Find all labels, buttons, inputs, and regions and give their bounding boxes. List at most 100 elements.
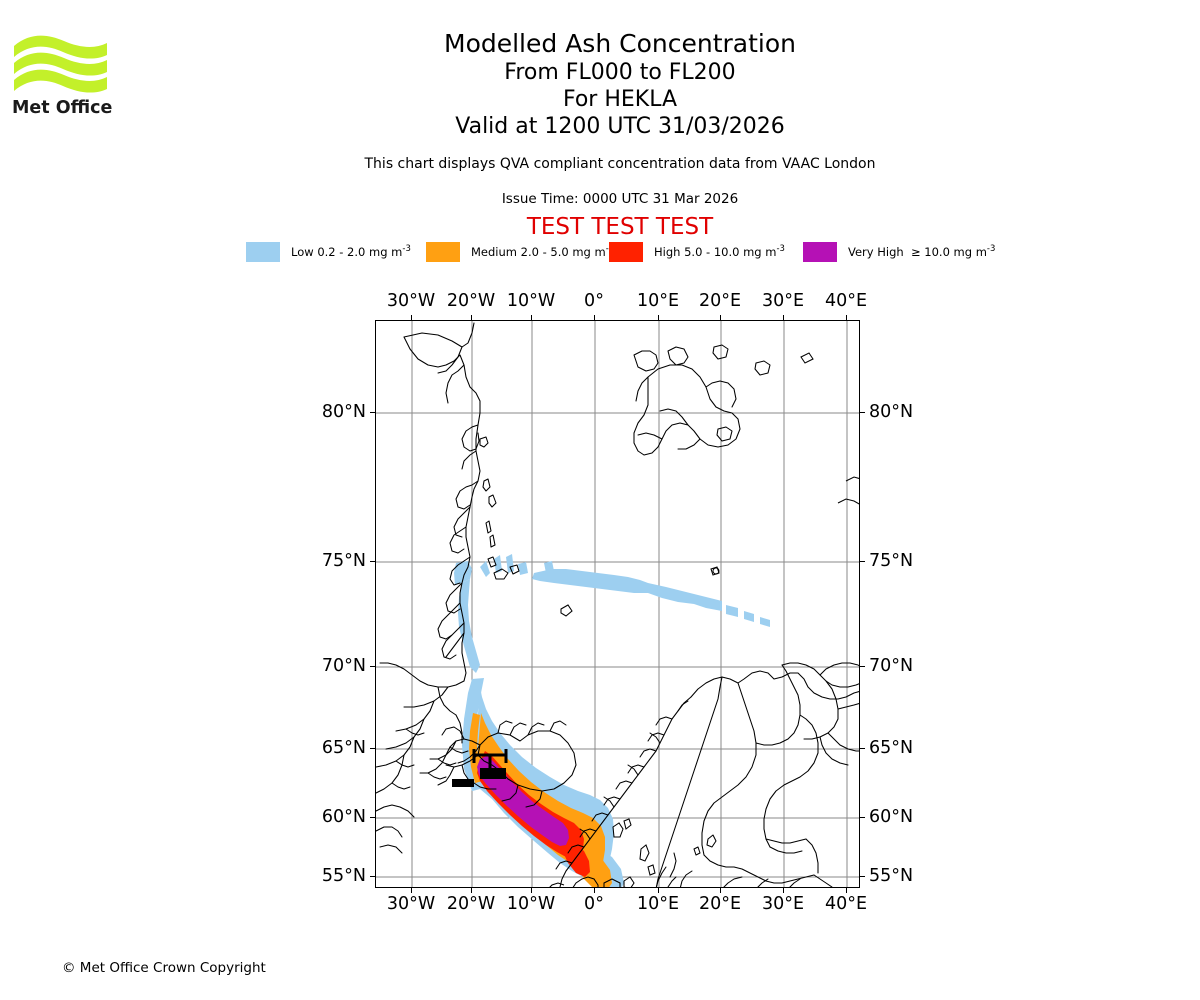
lon-tick-bot-20E: 20°E (698, 894, 742, 914)
tick-bot-10E (658, 888, 659, 893)
page-title: Modelled Ash Concentration (444, 29, 796, 58)
lon-tick-top-20E: 20°E (698, 291, 742, 311)
legend-low-unit: mg m (369, 245, 403, 259)
logo-graphic: Met Office (12, 35, 113, 118)
tick-bot-0 (594, 888, 595, 893)
concentration-legend: Low 0.2 - 2.0 mg m-3 Medium 2.0 - 5.0 mg… (246, 241, 995, 263)
test-banner: TEST TEST TEST (526, 214, 714, 240)
coastline-british-isles (549, 876, 599, 887)
legend-low-range: 0.2 - 2.0 (317, 245, 366, 259)
ash-plume-low-north (454, 561, 480, 673)
legend-high-range: 5.0 - 10.0 (684, 245, 740, 259)
legend-entry-very-high: Very High ≥ 10.0 mg m-3 (803, 241, 995, 263)
lon-tick-bot-30W: 30°W (386, 894, 436, 914)
lon-tick-bot-40E: 40°E (824, 894, 868, 914)
map-gridlines (376, 321, 859, 887)
tick-top-10E (658, 315, 659, 320)
lat-tick-right-70N: 70°N (869, 656, 914, 676)
lon-tick-bot-10E: 10°E (636, 894, 680, 914)
met-office-logo: Met Office (12, 28, 117, 118)
tick-left-75N (370, 561, 375, 562)
lon-tick-top-30W: 30°W (386, 291, 436, 311)
legend-label-high: High 5.0 - 10.0 mg m-3 (654, 245, 785, 259)
legend-low-prefix: Low (291, 245, 314, 259)
tick-left-80N (370, 412, 375, 413)
volcano-line: For HEKLA (562, 87, 678, 112)
tick-left-65N (370, 748, 375, 749)
tick-bot-40E (846, 888, 847, 893)
legend-medium-unit: mg m (572, 245, 606, 259)
tick-bot-10W (531, 888, 532, 893)
qva-compliance-note: This chart displays QVA compliant concen… (364, 156, 876, 172)
lon-tick-bot-10W: 10°W (506, 894, 556, 914)
ash-concentration-map[interactable] (370, 315, 865, 893)
lon-tick-top-30E: 30°E (761, 291, 805, 311)
tick-top-20E (720, 315, 721, 320)
legend-swatch-high (609, 242, 643, 262)
coastline-svalbard (633, 344, 771, 456)
flight-level-line: From FL000 to FL200 (504, 60, 736, 85)
lat-tick-left-55N: 55°N (321, 866, 366, 886)
lon-tick-bot-20W: 20°W (446, 894, 496, 914)
legend-label-very-high: Very High ≥ 10.0 mg m-3 (848, 245, 995, 259)
ash-plume-low-detached-band (480, 554, 770, 627)
tick-bot-20W (471, 888, 472, 893)
lat-tick-left-80N: 80°N (321, 402, 366, 422)
coastline-iceland (419, 720, 577, 808)
tick-left-60N (370, 817, 375, 818)
lon-tick-bot-30E: 30°E (761, 894, 805, 914)
lat-tick-left-75N: 75°N (321, 551, 366, 571)
lon-tick-top-0: 0° (584, 291, 604, 311)
legend-medium-prefix: Medium (471, 245, 517, 259)
lat-tick-right-55N: 55°N (869, 866, 914, 886)
tick-right-55N (860, 876, 865, 877)
legend-very-high-prefix: Very High (848, 245, 904, 259)
volcano-source-box (452, 768, 506, 787)
tick-right-65N (860, 748, 865, 749)
legend-very-high-range: ≥ 10.0 (910, 245, 950, 259)
legend-swatch-very-high (803, 242, 837, 262)
tick-right-60N (860, 817, 865, 818)
lat-tick-right-60N: 60°N (869, 807, 914, 827)
map-canvas (376, 321, 859, 887)
lat-tick-right-80N: 80°N (869, 402, 914, 422)
legend-high-exp: -3 (776, 244, 785, 255)
legend-swatch-medium (426, 242, 460, 262)
legend-entry-medium: Medium 2.0 - 5.0 mg m-3 (426, 241, 614, 263)
tick-top-40E (846, 315, 847, 320)
lon-tick-top-10W: 10°W (506, 291, 556, 311)
legend-medium-range: 2.0 - 5.0 (520, 245, 569, 259)
legend-swatch-low (246, 242, 280, 262)
lon-tick-top-10E: 10°E (636, 291, 680, 311)
tick-top-30W (411, 315, 412, 320)
coastline-islet-75n (712, 567, 720, 575)
tick-top-30E (783, 315, 784, 320)
coastlines (376, 322, 520, 854)
legend-entry-high: High 5.0 - 10.0 mg m-3 (609, 241, 785, 263)
coastline-faroe (612, 818, 632, 838)
copyright-notice: © Met Office Crown Copyright (62, 960, 266, 976)
lat-tick-left-65N: 65°N (321, 738, 366, 758)
legend-label-low: Low 0.2 - 2.0 mg m-3 (291, 245, 411, 259)
issue-time-label: Issue Time: 0000 UTC 31 Mar 2026 (501, 191, 739, 207)
lat-tick-left-70N: 70°N (321, 656, 366, 676)
map-frame (375, 320, 860, 888)
legend-very-high-unit: mg m (953, 245, 987, 259)
page-title-block: Modelled Ash Concentration From FL000 to… (240, 28, 1000, 140)
tick-right-75N (860, 561, 865, 562)
coastline-shetland (603, 844, 656, 887)
lat-tick-right-75N: 75°N (869, 551, 914, 571)
lon-tick-top-20W: 20°W (446, 291, 496, 311)
tick-bot-30W (411, 888, 412, 893)
logo-wordmark: Met Office (12, 98, 113, 118)
lat-tick-left-60N: 60°N (321, 807, 366, 827)
lon-tick-bot-0: 0° (584, 894, 604, 914)
legend-label-medium: Medium 2.0 - 5.0 mg m-3 (471, 245, 614, 259)
legend-very-high-exp: -3 (986, 244, 996, 255)
legend-high-prefix: High (654, 245, 681, 259)
tick-left-70N (370, 666, 375, 667)
legend-entry-low: Low 0.2 - 2.0 mg m-3 (246, 241, 411, 263)
lon-tick-top-40E: 40°E (824, 291, 868, 311)
tick-top-20W (471, 315, 472, 320)
coastline-arctic-islands (837, 476, 859, 505)
